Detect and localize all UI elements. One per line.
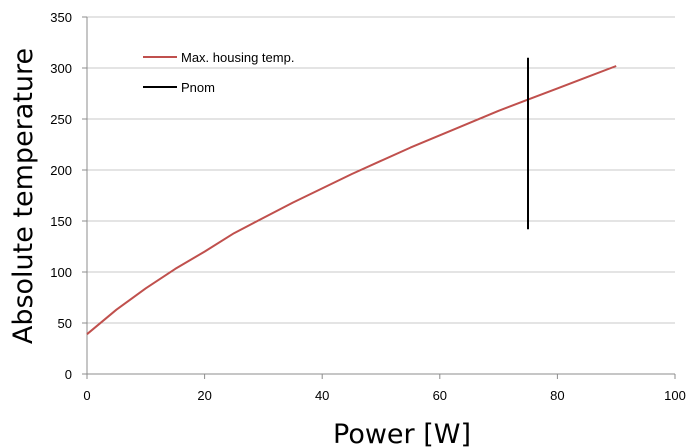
x-tick-label-100: 100 bbox=[664, 388, 686, 403]
x-tick-label-60: 60 bbox=[433, 388, 447, 403]
series-lines bbox=[86, 57, 617, 335]
series-line-0 bbox=[86, 65, 617, 335]
legend: Max. housing temp. Pnom bbox=[143, 50, 294, 95]
y-tick-label-0: 0 bbox=[65, 367, 72, 382]
x-tick-label-20: 20 bbox=[197, 388, 211, 403]
x-tick-label-40: 40 bbox=[315, 388, 329, 403]
tick-labels: 0 50 100 150 200 250 300 350 0 20 40 60 80 100 bbox=[50, 10, 686, 403]
y-axis-title: Absolute temperature bbox=[8, 48, 39, 344]
y-tick-label-50: 50 bbox=[58, 316, 72, 331]
axes bbox=[82, 16, 676, 379]
x-tick-label-0: 0 bbox=[83, 388, 90, 403]
legend-label-1: Pnom bbox=[181, 80, 215, 95]
legend-label-0: Max. housing temp. bbox=[181, 50, 294, 65]
y-tick-label-350: 350 bbox=[50, 10, 72, 25]
y-tick-label-150: 150 bbox=[50, 214, 72, 229]
y-tick-label-300: 300 bbox=[50, 61, 72, 76]
x-axis-title: Power [W] bbox=[333, 419, 471, 448]
y-tick-label-200: 200 bbox=[50, 163, 72, 178]
gridlines bbox=[87, 16, 675, 324]
y-tick-label-100: 100 bbox=[50, 265, 72, 280]
x-tick-label-80: 80 bbox=[550, 388, 564, 403]
y-tick-label-250: 250 bbox=[50, 112, 72, 127]
